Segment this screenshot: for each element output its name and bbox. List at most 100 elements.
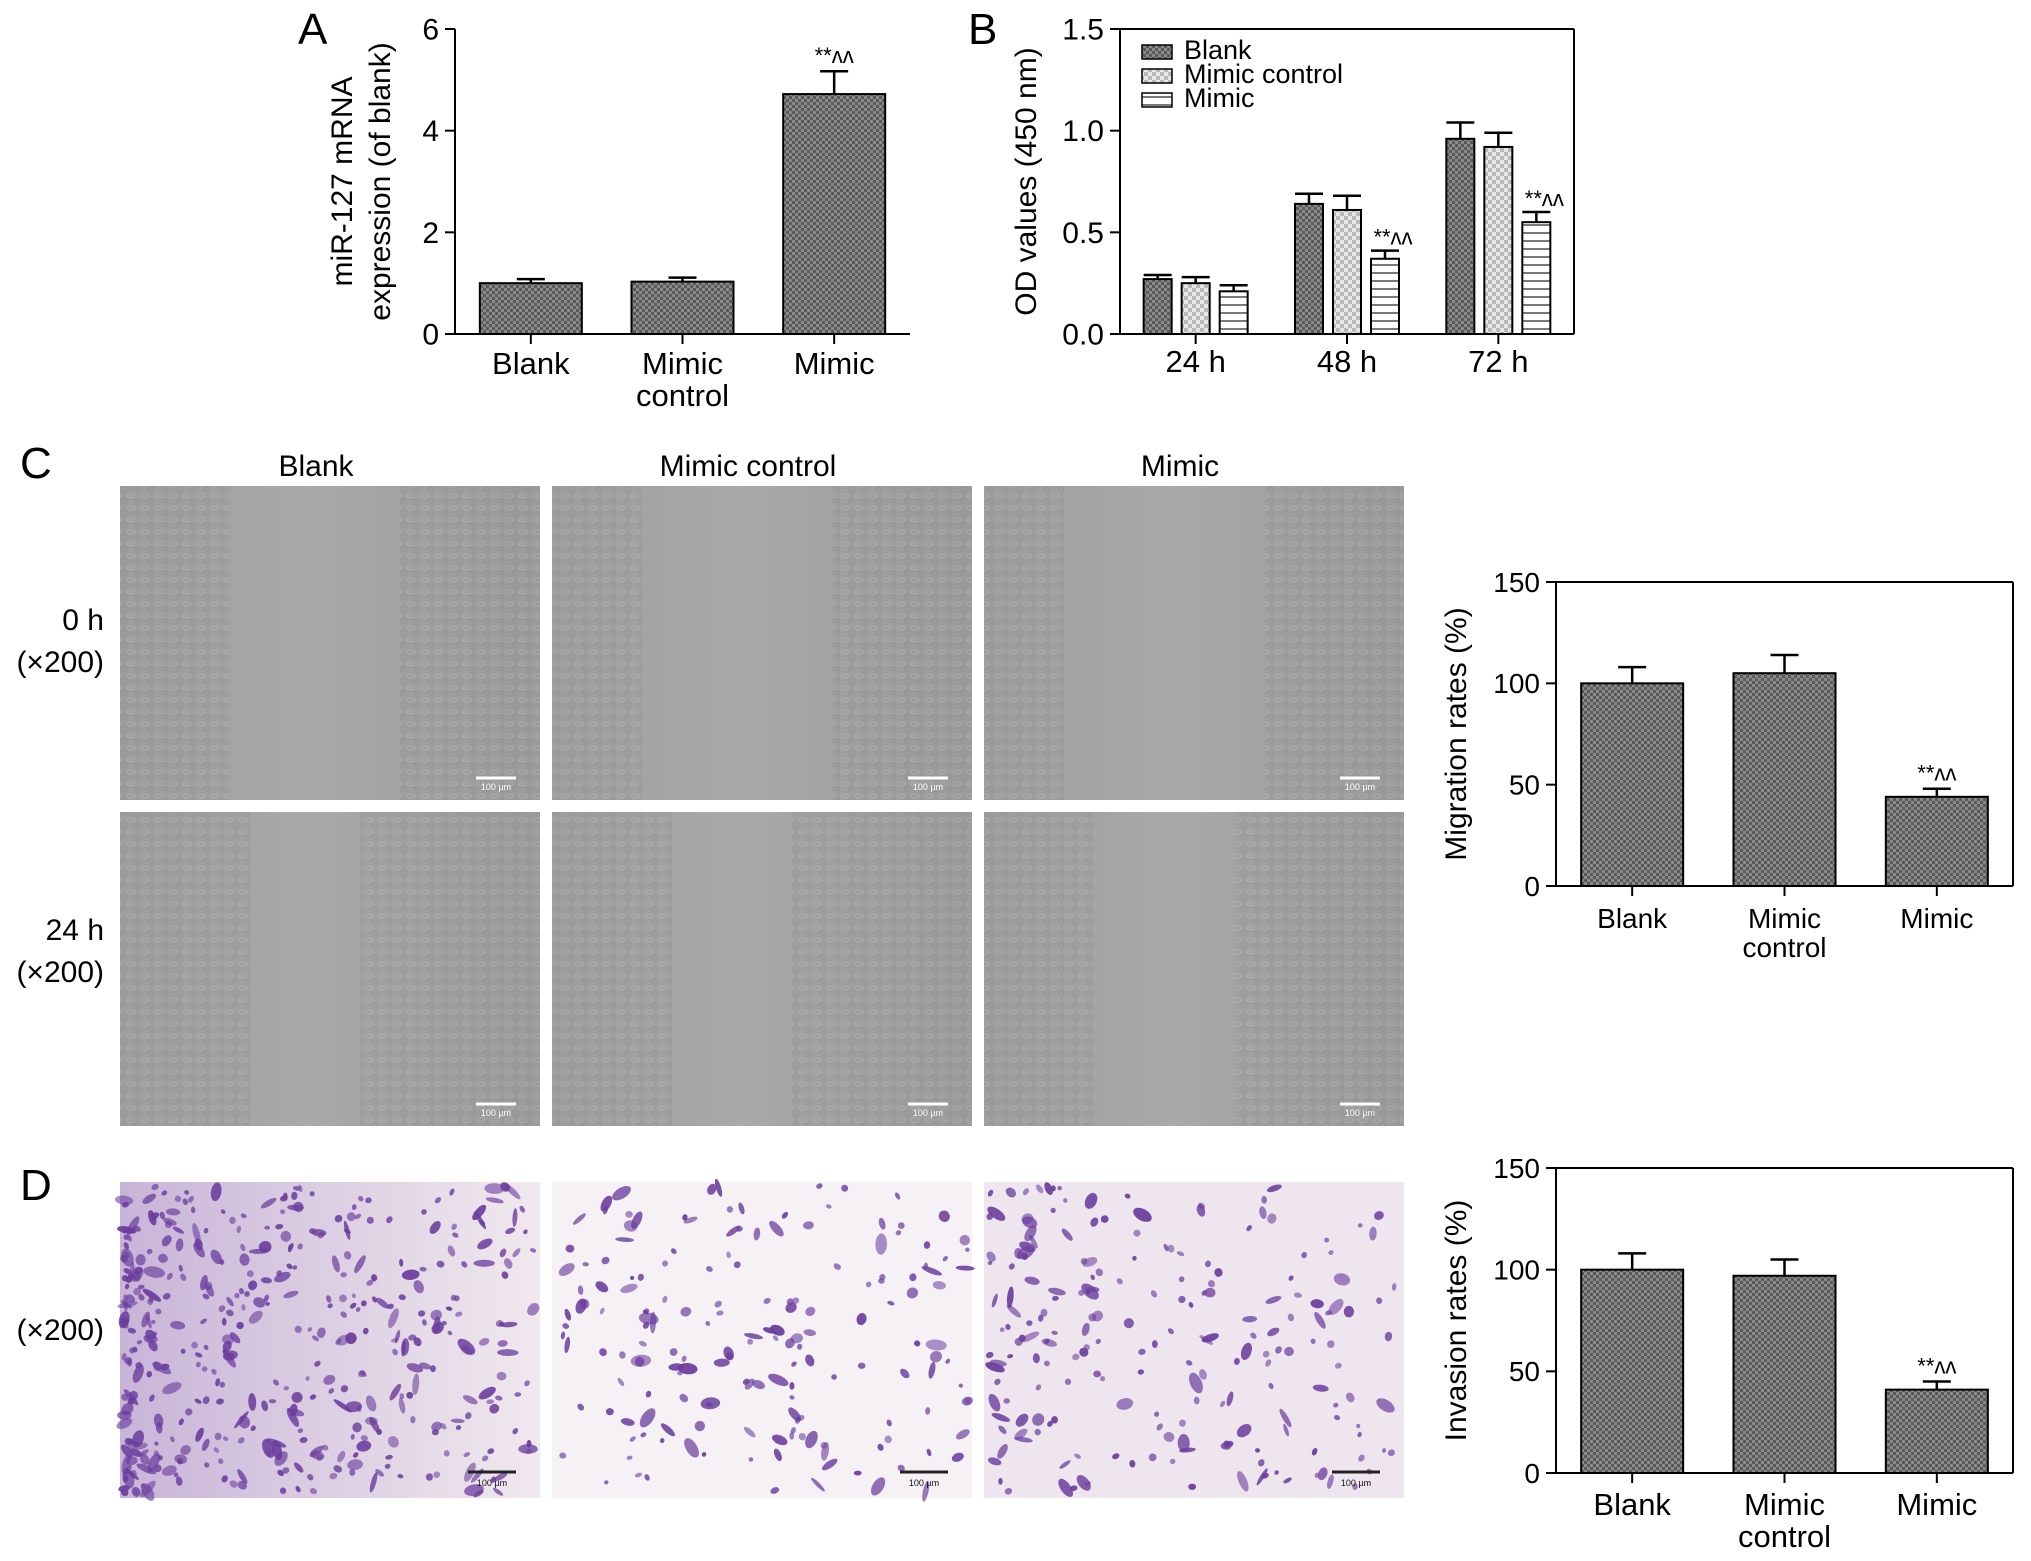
stained-cell [327, 1303, 333, 1309]
y-tick-label: 0 [1524, 871, 1540, 902]
x-tick-label: control [1742, 932, 1826, 963]
stained-cell [886, 1419, 892, 1427]
y-tick-label: 0.0 [1062, 319, 1104, 352]
stained-cell [121, 1393, 129, 1401]
stained-cell [347, 1459, 363, 1471]
micrograph-mimic-control-24h [552, 812, 972, 1126]
stained-cell [1333, 1414, 1341, 1421]
stained-cell [349, 1302, 357, 1309]
stained-cell [662, 1295, 668, 1303]
stained-cell [478, 1219, 486, 1226]
stained-cell [202, 1396, 210, 1405]
stained-cell [1376, 1398, 1395, 1413]
stained-cell [406, 1391, 414, 1399]
stained-cell [133, 1287, 142, 1296]
bar [1884, 795, 1989, 887]
stained-cell [748, 1457, 754, 1462]
stained-cell [897, 1464, 905, 1472]
x-tick-label: Mimic [1748, 903, 1821, 934]
stained-cell [129, 1390, 139, 1400]
stained-cell [358, 1195, 364, 1202]
x-tick-label: control [1738, 1519, 1831, 1554]
stained-cell [1193, 1396, 1200, 1405]
stained-cell [527, 1303, 540, 1316]
stained-cell [312, 1335, 319, 1342]
stained-cell [185, 1408, 193, 1416]
stained-cell [772, 1335, 779, 1342]
stained-cell [365, 1395, 377, 1412]
stained-cell [481, 1455, 489, 1462]
row-label-0h-magnification: (×200) [16, 646, 104, 679]
stained-cell [337, 1451, 346, 1463]
stained-cell [240, 1213, 247, 1219]
stained-cell [895, 1230, 902, 1236]
stained-cell [191, 1341, 198, 1349]
stained-cell [499, 1248, 507, 1258]
stained-cell [786, 1298, 794, 1306]
stained-cell [250, 1425, 256, 1431]
stained-cell [599, 1307, 605, 1315]
stained-cell [375, 1297, 389, 1309]
stained-cell [309, 1488, 318, 1495]
stained-cell [184, 1190, 190, 1195]
stained-cell [162, 1465, 177, 1476]
stained-cell [314, 1360, 321, 1367]
stained-cell [345, 1401, 362, 1413]
stained-cell [769, 1324, 785, 1336]
stained-cell [399, 1393, 405, 1400]
stained-cell [1205, 1260, 1211, 1268]
scale-bar-label: 100 µm [913, 782, 943, 792]
stained-cell [1063, 1198, 1068, 1203]
stained-cell [991, 1293, 998, 1308]
stained-cell [1014, 1247, 1023, 1259]
stained-cell [280, 1209, 286, 1215]
stained-cell [615, 1237, 634, 1243]
stained-cell [601, 1256, 610, 1265]
stained-cell [1034, 1428, 1041, 1436]
stained-cell [155, 1422, 163, 1434]
stained-cell [1207, 1280, 1216, 1288]
stained-cell [753, 1227, 761, 1241]
stained-cell [1284, 1346, 1294, 1357]
stained-cell [215, 1378, 221, 1387]
stained-cell [123, 1242, 129, 1250]
stained-cell [634, 1472, 642, 1478]
stained-cell [334, 1214, 343, 1223]
stained-cell [445, 1306, 453, 1311]
stained-cell [145, 1334, 158, 1343]
stained-cell [170, 1320, 186, 1330]
stained-cell [408, 1334, 417, 1341]
stained-cell [1376, 1297, 1383, 1305]
stained-cell [1333, 1402, 1339, 1408]
stained-cell [1095, 1338, 1101, 1345]
stained-cell [343, 1220, 351, 1240]
stained-cell [914, 1340, 921, 1347]
stained-cell [485, 1197, 504, 1204]
stained-cell [413, 1337, 422, 1347]
stained-cell [449, 1188, 455, 1196]
stained-cell [1237, 1471, 1249, 1492]
scale-bar-label: 100 µm [1345, 1108, 1375, 1118]
stained-cell [121, 1402, 134, 1416]
stained-cell [309, 1191, 315, 1197]
stained-cell [763, 1297, 771, 1304]
stained-cell [439, 1422, 447, 1430]
stained-cell [625, 1210, 633, 1218]
y-tick-label: 2 [422, 217, 439, 250]
stained-cell [140, 1483, 155, 1501]
stained-cell [295, 1485, 301, 1493]
stained-cell [325, 1295, 332, 1303]
stained-cell [938, 1210, 950, 1222]
stained-cell [1275, 1346, 1282, 1354]
stained-cell [455, 1311, 463, 1317]
stained-cell [512, 1248, 521, 1258]
stained-cell [361, 1300, 367, 1307]
stained-cell [1003, 1398, 1010, 1404]
stained-cell [505, 1227, 516, 1235]
stained-cell [1283, 1477, 1292, 1484]
stained-cell [352, 1452, 359, 1458]
stained-cell [1005, 1323, 1011, 1331]
stained-cell [161, 1235, 172, 1247]
x-tick-label: Mimic [642, 346, 723, 381]
stained-cell [307, 1473, 314, 1481]
